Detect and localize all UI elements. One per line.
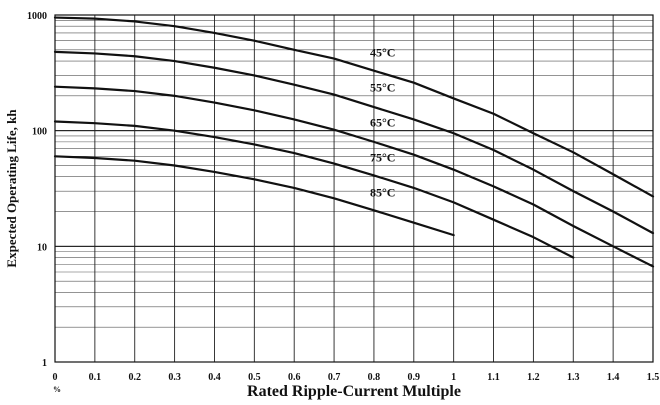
grid-minor xyxy=(55,19,653,328)
x-tick-label: 0.8 xyxy=(368,372,381,383)
series-label: 55°C xyxy=(370,80,395,94)
x-tick-label: 0.5 xyxy=(248,372,261,383)
y-axis-title: Expected Operating Life, kh xyxy=(4,109,19,268)
x-tick-label: 1.1 xyxy=(487,372,500,383)
x-tick-label: 1 xyxy=(451,372,456,383)
grid-major xyxy=(54,14,654,363)
series-label: 85°C xyxy=(370,185,395,199)
series-line xyxy=(53,85,655,268)
series-labels: 45°C 55°C 65°C 75°C 85°C xyxy=(370,46,395,200)
series-label: 65°C xyxy=(370,116,395,130)
x-tick-label: 0.7 xyxy=(328,372,341,383)
series-lines xyxy=(53,16,655,268)
series-line xyxy=(53,155,455,237)
x-tick-label: 0.6 xyxy=(288,372,301,383)
x-axis-ticks: 0 0.1 0.2 0.3 0.4 0.5 0.6 0.7 0.8 0.9 1 1.1 1.2 1.3 1.… xyxy=(53,372,660,383)
x-tick-label: 0.3 xyxy=(168,372,181,383)
y-tick-label: 100 xyxy=(32,127,47,138)
x-tick-label: 1.3 xyxy=(567,372,580,383)
x-axis-title: Rated Ripple-Current Multiple xyxy=(247,383,461,400)
x-tick-label: 1.4 xyxy=(607,372,620,383)
series-label: 75°C xyxy=(370,151,395,165)
x-tick-label: 0 xyxy=(53,372,58,383)
plot-frame xyxy=(54,14,654,363)
x-axis-unit-mark: % xyxy=(53,385,61,394)
x-tick-label: 0.2 xyxy=(128,372,141,383)
series-line xyxy=(53,16,655,198)
series-line xyxy=(53,50,655,235)
y-axis-ticks: 1 10 100 1000 xyxy=(27,11,47,369)
y-tick-label: 1 xyxy=(42,358,47,369)
x-tick-label: 0.1 xyxy=(89,372,102,383)
series-line xyxy=(53,120,575,259)
x-tick-label: 0.9 xyxy=(408,372,421,383)
series-label: 45°C xyxy=(370,46,395,60)
y-tick-label: 10 xyxy=(37,242,47,253)
y-tick-label: 1000 xyxy=(27,11,47,22)
x-tick-label: 1.5 xyxy=(647,372,660,383)
x-tick-label: 0.4 xyxy=(208,372,221,383)
x-tick-label: 1.2 xyxy=(527,372,540,383)
